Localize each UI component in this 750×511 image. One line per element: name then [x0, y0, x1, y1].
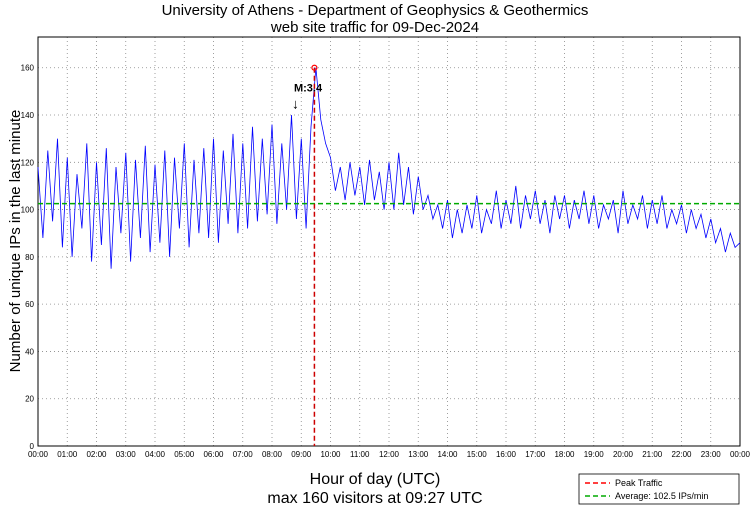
x-tick-label: 06:00 [203, 450, 224, 459]
y-tick-label: 40 [25, 347, 34, 356]
chart-title-line2: web site traffic for 09-Dec-2024 [270, 19, 479, 36]
grid [38, 37, 740, 446]
x-tick-label: 18:00 [554, 450, 575, 459]
y-axis-label: Number of unique IPs in the last minute [7, 110, 24, 373]
x-tick-label: 02:00 [86, 450, 107, 459]
x-tick-label: 12:00 [379, 450, 400, 459]
x-tick-label: 17:00 [525, 450, 546, 459]
y-tick-label: 160 [21, 64, 35, 73]
y-tick-label: 60 [25, 300, 34, 309]
x-tick-label: 04:00 [145, 450, 166, 459]
x-tick-label: 11:00 [350, 450, 370, 459]
plot-area [37, 36, 741, 447]
x-tick-label: 09:00 [291, 450, 312, 459]
y-tick-label: 100 [21, 206, 35, 215]
y-tick-label: 120 [21, 158, 35, 167]
x-tick-label: 03:00 [116, 450, 137, 459]
x-tick-label: 10:00 [320, 450, 341, 459]
peak-marker [311, 64, 318, 71]
x-tick-label: 16:00 [496, 450, 517, 459]
legend: Peak Traffic Average: 102.5 IPs/min [578, 473, 740, 505]
x-tick-label: 08:00 [262, 450, 283, 459]
legend-average-label: Average: 102.5 IPs/min [615, 491, 708, 501]
annotation-label: M:3.4 [294, 82, 323, 94]
x-tick-label: 13:00 [408, 450, 429, 459]
x-axis-label: Hour of day (UTC) [310, 471, 441, 488]
x-tick-label: 20:00 [613, 450, 634, 459]
y-tick-label: 80 [25, 253, 34, 262]
x-tick-label: 07:00 [233, 450, 254, 459]
y-tick-label: 140 [21, 111, 35, 120]
x-tick-label: 01:00 [57, 450, 78, 459]
x-tick-label: 19:00 [584, 450, 605, 459]
x-tick-label: 14:00 [437, 450, 458, 459]
annotation-arrow-icon: ↓ [292, 95, 299, 111]
x-tick-label: 00:00 [28, 450, 49, 459]
y-tick-label: 0 [30, 442, 35, 451]
x-tick-label: 23:00 [701, 450, 722, 459]
chart-subtitle: max 160 visitors at 09:27 UTC [267, 490, 482, 507]
x-tick-label: 22:00 [671, 450, 692, 459]
y-tick-label: 20 [25, 395, 34, 404]
traffic-series-line [37, 67, 741, 269]
legend-peak-label: Peak Traffic [615, 478, 663, 488]
tick-labels: 0 20 40 60 80 100 120 140 160 00:00 01:00 02:00 03:0… [21, 64, 750, 459]
x-tick-label: 00:00 [730, 450, 750, 459]
chart-title-line1: University of Athens - Department of Geo… [162, 2, 589, 19]
x-tick-label: 21:00 [642, 450, 663, 459]
x-tick-label: 05:00 [174, 450, 195, 459]
x-tick-label: 15:00 [467, 450, 488, 459]
legend-box [578, 473, 740, 505]
